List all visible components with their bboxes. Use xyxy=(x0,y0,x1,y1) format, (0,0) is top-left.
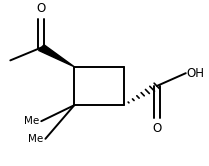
Text: Me: Me xyxy=(28,134,43,144)
Text: O: O xyxy=(37,2,46,15)
Text: Me: Me xyxy=(24,116,39,126)
Text: OH: OH xyxy=(187,67,205,80)
Polygon shape xyxy=(38,45,74,67)
Text: O: O xyxy=(152,122,162,135)
